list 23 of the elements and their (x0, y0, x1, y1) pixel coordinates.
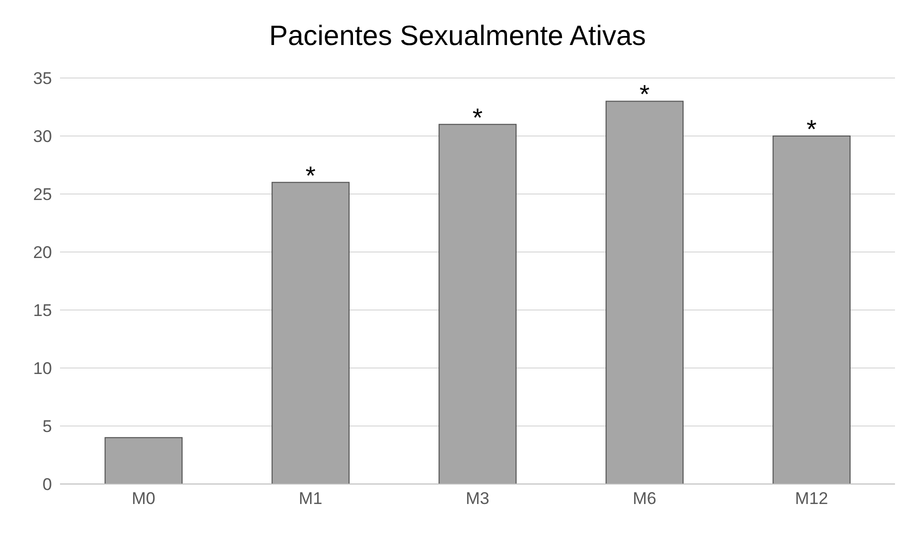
annotation: * (639, 79, 650, 110)
annotation: * (472, 102, 483, 132)
x-tick-label: M6 (632, 489, 656, 508)
bar (272, 182, 350, 484)
annotation: * (305, 160, 316, 190)
x-tick-label: M12 (794, 489, 828, 508)
y-tick-label: 35 (33, 69, 52, 88)
annotation: * (806, 114, 817, 144)
x-tick-label: M1 (298, 489, 322, 508)
bar (438, 124, 517, 484)
y-tick-label: 15 (33, 301, 52, 320)
y-tick-label: 5 (42, 417, 52, 436)
y-tick-label: 20 (33, 243, 52, 262)
y-tick-label: 0 (42, 475, 52, 494)
bar (606, 100, 684, 484)
y-tick-label: 30 (33, 127, 52, 146)
y-tick-label: 10 (33, 359, 52, 378)
chart-title: Pacientes Sexualmente Ativas (268, 19, 647, 53)
bar (772, 136, 851, 484)
x-tick-label: M0 (132, 489, 156, 508)
bar (104, 437, 183, 484)
x-tick-label: M3 (466, 489, 490, 508)
y-tick-label: 25 (33, 185, 52, 204)
